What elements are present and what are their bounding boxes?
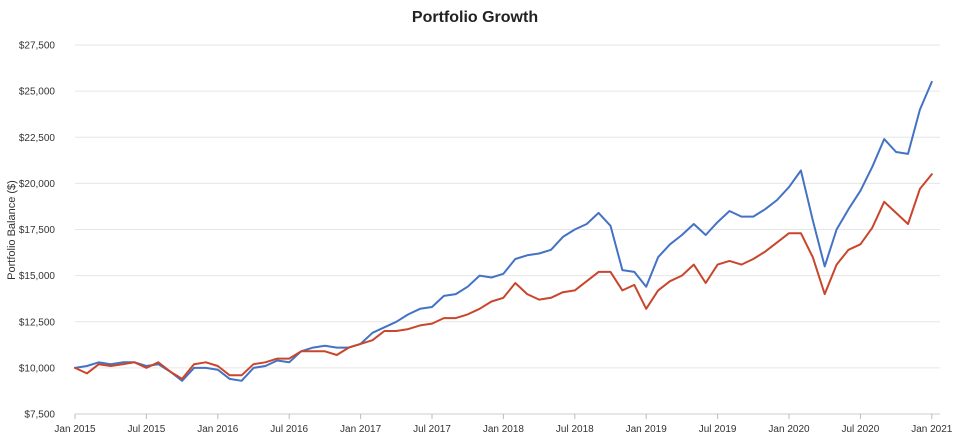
x-tick-label: Jan 2015 [54, 424, 96, 435]
x-tick-label: Jan 2019 [626, 424, 668, 435]
grid-lines [75, 44, 940, 415]
y-tick-label: $20,000 [19, 179, 56, 190]
series-line-1 [74, 80, 933, 382]
x-tick-label: Jul 2020 [841, 424, 879, 435]
series-lines [74, 80, 933, 382]
x-tick-label: Jul 2019 [699, 424, 737, 435]
y-tick-label: $10,000 [19, 363, 56, 374]
x-tick-label: Jul 2016 [270, 424, 308, 435]
x-tick-label: Jul 2017 [413, 424, 451, 435]
y-tick-label: $17,500 [19, 225, 56, 236]
x-tick-label: Jan 2018 [483, 424, 525, 435]
chart-title: Portfolio Growth [412, 9, 538, 26]
x-tick-label: Jan 2020 [768, 424, 810, 435]
x-tick-label: Jul 2015 [127, 424, 165, 435]
y-tick-label: $12,500 [19, 317, 56, 328]
y-tick-label: $27,500 [19, 41, 56, 52]
x-tick-label: Jan 2017 [340, 424, 382, 435]
x-tick-label: Jan 2016 [197, 424, 239, 435]
y-tick-label: $15,000 [19, 271, 56, 282]
x-tick-label: Jul 2018 [556, 424, 594, 435]
y-axis-ticks: $7,500 $10,000 $12,500 $15,000 $17,500 $20,00… [19, 41, 56, 421]
y-tick-label: $7,500 [24, 410, 55, 421]
series-line-2 [74, 173, 933, 380]
y-axis-label: Portfolio Balance ($) [6, 180, 18, 280]
y-tick-label: $22,500 [19, 133, 56, 144]
x-axis-ticks: Jan 2015 Jul 2015 Jan 2016 Jul 2016 Jan 2017… [54, 414, 953, 435]
y-tick-label: $25,000 [19, 87, 56, 98]
x-tick-label: Jan 2021 [911, 424, 953, 435]
